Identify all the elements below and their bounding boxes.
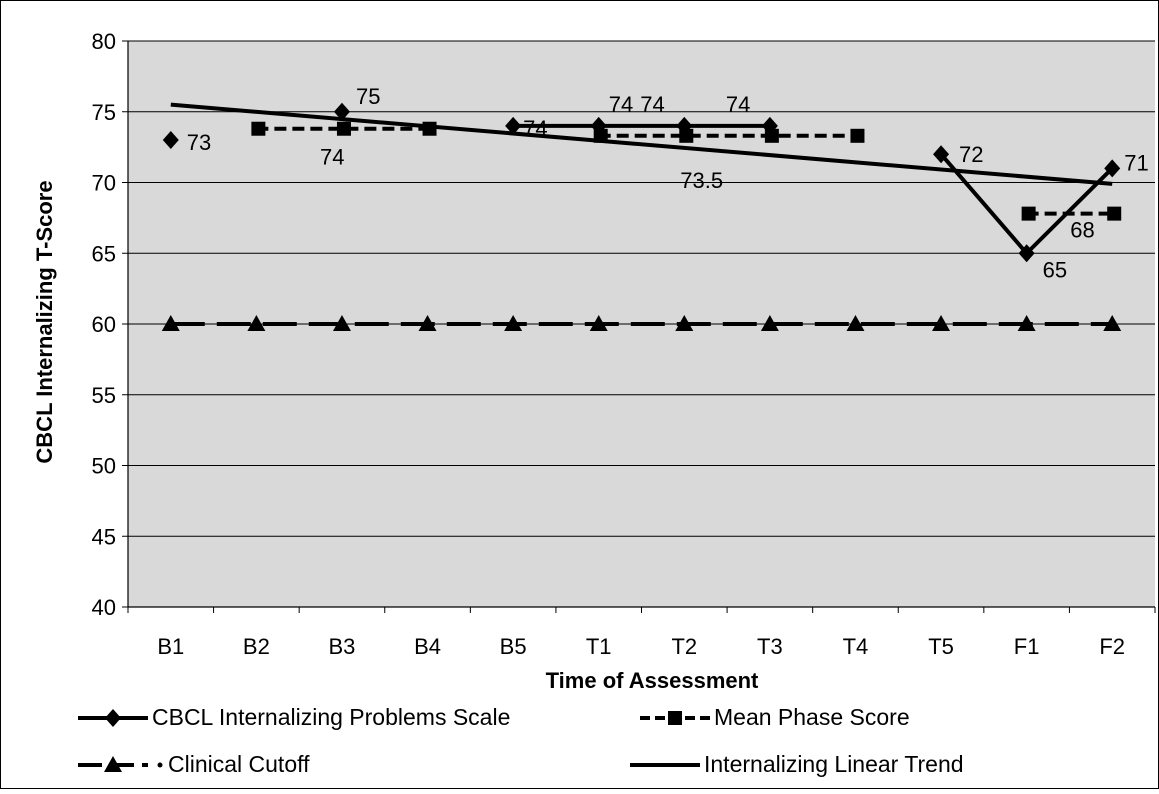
- legend: CBCL Internalizing Problems Scale Mean Ph…: [78, 704, 964, 777]
- y-axis-label: CBCL Internalizing T-Score: [32, 180, 57, 463]
- x-tick-label: T2: [671, 634, 697, 659]
- data-point: [675, 315, 694, 331]
- data-label: 74: [640, 92, 664, 117]
- x-tick-label: T5: [928, 634, 954, 659]
- legend-item: CBCL Internalizing Problems Scale: [78, 704, 510, 730]
- y-tick-label: 80: [92, 29, 116, 54]
- y-tick-label: 55: [92, 383, 116, 408]
- data-point: [251, 121, 266, 136]
- x-tick-label: B2: [243, 634, 270, 659]
- data-label: 75: [356, 84, 380, 109]
- data-point: [247, 315, 266, 331]
- x-tick-label: B5: [500, 634, 527, 659]
- data-point: [850, 128, 865, 143]
- legend-item: Clinical Cutoff: [78, 751, 310, 777]
- data-label: 68: [1070, 218, 1094, 243]
- legend-label: Mean Phase Score: [714, 704, 910, 730]
- data-point: [333, 102, 350, 121]
- legend-label: Clinical Cutoff: [168, 751, 310, 777]
- data-point: [933, 145, 950, 164]
- y-tick-label: 45: [92, 524, 116, 549]
- data-point: [761, 116, 778, 135]
- data-point: [1103, 315, 1122, 331]
- x-tick-label: T3: [757, 634, 783, 659]
- x-tick-label: F1: [1014, 634, 1040, 659]
- data-point: [336, 121, 351, 136]
- x-tick-label: B1: [157, 634, 184, 659]
- y-tick-label: 70: [92, 171, 116, 196]
- legend-label: Internalizing Linear Trend: [704, 751, 964, 777]
- data-point: [676, 116, 693, 135]
- data-label: 65: [1043, 257, 1067, 282]
- data-point: [846, 315, 865, 331]
- x-tick-label: F2: [1099, 634, 1125, 659]
- legend-item: Mean Phase Score: [640, 704, 910, 730]
- data-point: [505, 116, 522, 135]
- x-tick-label: T4: [843, 634, 869, 659]
- y-tick-label: 40: [92, 595, 116, 620]
- trend-line: [170, 102, 1113, 186]
- data-label: 73.5: [680, 168, 723, 193]
- y-tick-label: 65: [92, 241, 116, 266]
- y-tick-label: 50: [92, 454, 116, 479]
- data-point: [760, 315, 779, 331]
- y-tick-label: 75: [92, 100, 116, 125]
- data-point: [589, 315, 608, 331]
- x-tick-label: B3: [328, 634, 355, 659]
- data-label: 74: [609, 92, 633, 117]
- x-axis-label: Time of Assessment: [546, 668, 759, 693]
- data-point: [1021, 206, 1036, 221]
- data-label: 74: [320, 145, 344, 170]
- legend-marker: [668, 711, 682, 725]
- data-point: [162, 131, 179, 150]
- data-point: [1104, 159, 1121, 178]
- y-tick-label: 60: [92, 312, 116, 337]
- legend-label: CBCL Internalizing Problems Scale: [152, 704, 510, 730]
- data-point: [1107, 206, 1122, 221]
- data-label: 74: [726, 92, 750, 117]
- legend-marker: [104, 756, 122, 772]
- data-point: [422, 121, 437, 136]
- legend-dot: [157, 762, 163, 768]
- legend-marker: [105, 709, 121, 727]
- x-tick-label: T1: [586, 634, 612, 659]
- data-label: 73: [187, 130, 211, 155]
- data-point: [1018, 244, 1035, 263]
- legend-item: Internalizing Linear Trend: [630, 751, 964, 777]
- x-tick-label: B4: [414, 634, 441, 659]
- data-point: [932, 315, 951, 331]
- data-label: 71: [1124, 150, 1148, 175]
- data-point: [590, 116, 607, 135]
- data-point: [332, 315, 351, 331]
- data-point: [1017, 315, 1036, 331]
- data-label: 72: [959, 142, 983, 167]
- data-point: [504, 315, 523, 331]
- data-point: [418, 315, 437, 331]
- data-point: [161, 315, 180, 331]
- data-label: 74: [523, 116, 547, 141]
